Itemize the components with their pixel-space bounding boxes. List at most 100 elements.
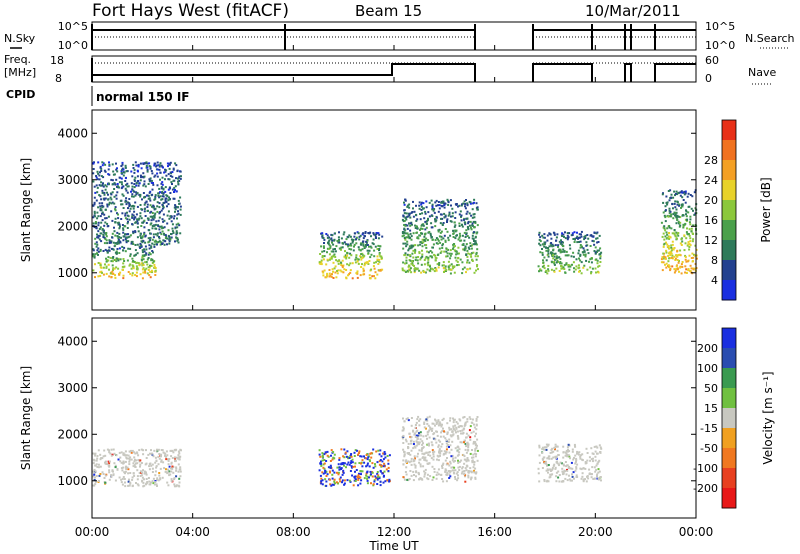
velocity-echo-cell xyxy=(366,479,369,482)
power-echo-cell xyxy=(668,265,671,268)
velocity-echo-cell xyxy=(564,470,566,473)
power-echo-cell xyxy=(113,195,116,198)
power-echo-cell xyxy=(167,234,170,237)
power-echo-cell xyxy=(124,250,127,253)
power-echo-cell xyxy=(92,248,95,251)
power-echo-cell xyxy=(137,184,140,187)
velocity-echo-cell xyxy=(415,434,418,437)
power-echo-cell xyxy=(334,250,337,253)
power-echo-cell xyxy=(320,245,323,248)
velocity-echo-cell xyxy=(446,422,449,425)
velocity-echo-cell xyxy=(357,484,360,487)
power-echo-cell xyxy=(108,246,111,249)
velocity-echo-cell xyxy=(114,464,117,467)
power-echo-cell xyxy=(599,261,602,263)
power-echo-cell xyxy=(364,245,367,248)
power-echo-cell xyxy=(320,261,323,264)
power-echo-cell xyxy=(409,224,412,227)
power-echo-cell xyxy=(440,201,443,204)
power-echo-cell xyxy=(362,232,365,235)
power-echo-cell xyxy=(175,230,178,233)
velocity-echo-cell xyxy=(159,467,162,470)
velocity-echo-cell xyxy=(538,454,541,457)
power-echo-cell xyxy=(446,198,449,201)
velocity-echo-cell xyxy=(124,450,127,453)
power-echo-cell xyxy=(107,259,110,262)
power-echo-cell xyxy=(330,255,333,258)
velocity-echo-cell xyxy=(386,455,389,457)
velocity-echo-cell xyxy=(151,467,154,470)
power-echo-cell xyxy=(543,267,546,270)
power-echo-cell xyxy=(130,267,133,270)
power-echo-cell xyxy=(451,212,454,215)
velocity-echo-cell xyxy=(425,451,428,454)
velocity-echo-cell xyxy=(465,464,468,467)
velocity-echo-cell xyxy=(361,470,364,473)
x-tick-label: 00:00 xyxy=(75,525,110,539)
velocity-echo-cell xyxy=(349,454,352,457)
power-echo-cell xyxy=(98,174,101,177)
power-echo-cell xyxy=(318,261,321,264)
velocity-echo-cell xyxy=(357,474,360,477)
velocity-echo-cell xyxy=(131,478,134,481)
power-echo-cell xyxy=(357,232,360,235)
power-echo-cell xyxy=(333,238,336,241)
velocity-echo-cell xyxy=(427,430,430,433)
velocity-echo-cell xyxy=(104,474,107,477)
velocity-echo-cell xyxy=(120,478,123,481)
power-echo-cell xyxy=(179,170,182,173)
power-echo-cell xyxy=(109,272,112,275)
power-echo-cell xyxy=(153,266,156,268)
power-echo-cell xyxy=(454,217,457,219)
velocity-echo-cell xyxy=(432,455,435,458)
power-echo-cell xyxy=(105,266,108,269)
power-echo-cell xyxy=(594,251,597,254)
power-echo-cell xyxy=(111,191,114,194)
power-echo-cell xyxy=(126,227,129,229)
power-echo-cell xyxy=(692,256,695,259)
power-echo-cell xyxy=(157,219,160,222)
velocity-echo-cell xyxy=(463,455,466,458)
power-echo-cell xyxy=(158,225,161,228)
power-echo-cell xyxy=(105,260,108,263)
power-echo-cell xyxy=(408,247,411,250)
power-echo-cell xyxy=(409,229,412,232)
power-echo-cell xyxy=(459,258,462,261)
velocity-echo-cell xyxy=(410,457,413,460)
power-echo-cell xyxy=(542,261,545,264)
velocity-echo-cell xyxy=(319,481,322,484)
power-echo-cell xyxy=(101,212,103,215)
velocity-echo-cell xyxy=(360,455,363,458)
velocity-echo-cell xyxy=(121,477,124,480)
power-echo-cell xyxy=(471,234,474,237)
velocity-echo-cell xyxy=(179,448,182,451)
velocity-echo-cell xyxy=(94,454,97,457)
power-echo-cell xyxy=(451,215,454,218)
power-echo-cell xyxy=(408,222,411,225)
velocity-echo-cell xyxy=(177,457,180,460)
velocity-echo-cell xyxy=(571,450,574,453)
power-echo-cell xyxy=(599,257,602,260)
velocity-echo-cell xyxy=(437,459,440,462)
power-echo-cell xyxy=(121,245,124,248)
velocity-echo-cell xyxy=(463,462,466,465)
velocity-echo-cell xyxy=(364,457,367,460)
power-echo-cell xyxy=(466,259,469,262)
power-echo-cell xyxy=(419,228,421,231)
velocity-echo-cell xyxy=(594,455,597,458)
power-echo-cell xyxy=(362,243,365,246)
power-echo-cell xyxy=(413,271,416,274)
power-echo-cell xyxy=(404,199,407,202)
power-echo-cell xyxy=(329,257,332,260)
power-echo-cell xyxy=(680,206,682,209)
power-echo-cell xyxy=(355,256,358,259)
velocity-echo-cell xyxy=(452,425,455,428)
power-echo-cell xyxy=(572,238,575,240)
velocity-echo-cell xyxy=(420,448,423,451)
power-echo-cell xyxy=(124,233,126,236)
velocity-echo-cell xyxy=(418,478,421,481)
power-echo-cell xyxy=(579,259,582,262)
freq-label: Freq. xyxy=(4,53,31,66)
power-echo-cell xyxy=(133,210,136,213)
velocity-echo-cell xyxy=(99,473,102,475)
